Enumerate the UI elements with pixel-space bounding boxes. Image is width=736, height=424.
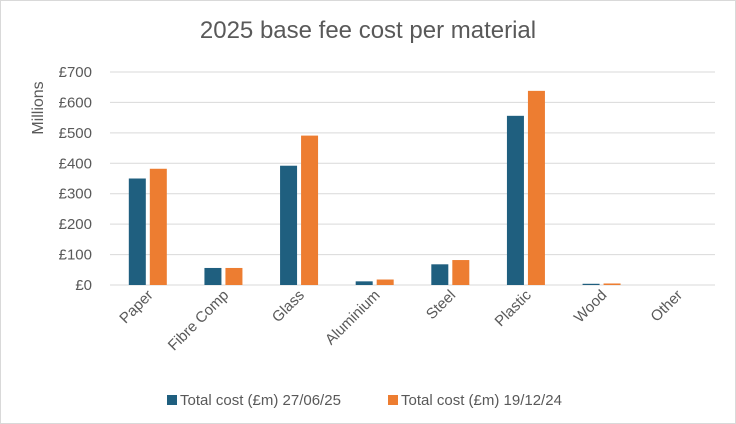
y-tick-label: £100 xyxy=(59,247,92,264)
y-tick-label: £200 xyxy=(59,216,92,233)
bar-1 xyxy=(506,115,524,286)
y-tick-label: £400 xyxy=(59,155,92,172)
y-tick-label: £700 xyxy=(59,64,92,81)
bar-2 xyxy=(527,90,545,285)
x-tick-label: Plastic xyxy=(491,286,535,330)
x-tick-label: Fibre Comp xyxy=(165,287,232,354)
bar-2 xyxy=(301,135,319,285)
x-tick-label: Wood xyxy=(571,287,611,327)
legend-label-series-1: Total cost (£m) 27/06/25 xyxy=(180,392,341,409)
gridlines xyxy=(110,71,715,286)
y-tick-label: £600 xyxy=(59,94,92,111)
y-tick-labels: £0 £100 £200 £300 £400 £500 £600 £700 xyxy=(59,64,92,294)
chart-title: 2025 base fee cost per material xyxy=(200,17,536,44)
legend: Total cost (£m) 27/06/25 Total cost (£m)… xyxy=(167,392,562,409)
bar-1 xyxy=(582,283,600,285)
bar-1 xyxy=(355,281,373,285)
bar-2 xyxy=(225,267,243,285)
x-tick-label: Steel xyxy=(423,287,459,323)
bars xyxy=(128,90,621,286)
x-tick-label: Other xyxy=(647,287,686,326)
bar-1 xyxy=(280,165,298,285)
x-tick-label: Aluminium xyxy=(322,287,384,349)
bar-2 xyxy=(603,283,621,285)
bar-2 xyxy=(149,168,167,285)
y-tick-label: £0 xyxy=(75,277,92,294)
bar-2 xyxy=(376,279,394,285)
bar-1 xyxy=(204,267,222,285)
legend-swatch-series-1 xyxy=(167,395,177,405)
bar-2 xyxy=(452,260,470,285)
bar-1 xyxy=(128,178,146,285)
x-tick-labels: Paper Fibre Comp Glass Aluminium Steel Plasti… xyxy=(116,286,686,354)
legend-label-series-2: Total cost (£m) 19/12/24 xyxy=(401,392,562,409)
y-tick-label: £500 xyxy=(59,125,92,142)
x-tick-label: Glass xyxy=(269,287,308,326)
y-tick-label: £300 xyxy=(59,186,92,203)
x-tick-label: Paper xyxy=(116,287,156,327)
bar-1 xyxy=(431,264,449,285)
y-axis-label: Millions xyxy=(30,81,47,134)
legend-swatch-series-2 xyxy=(388,395,398,405)
